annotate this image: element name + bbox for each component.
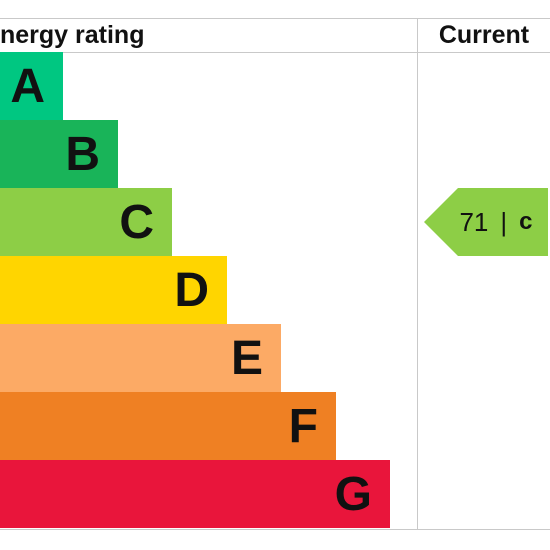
band-e: E [0,324,281,392]
current-header: Current [438,21,530,49]
band-a: A [0,52,63,120]
band-c: C [0,188,172,256]
top-border [0,18,550,19]
column-divider [417,18,418,529]
current-rating-indicator: 71 | c [424,188,548,256]
current-rating-band: c [519,208,533,235]
band-g: G [0,460,390,528]
band-d: D [0,256,227,324]
current-rating-separator: | [500,206,508,237]
current-rating-label: 71 | c [444,188,548,256]
band-b: B [0,120,118,188]
energy-rating-header: nergy rating [0,21,145,49]
band-f: F [0,392,336,460]
bottom-border [0,529,550,530]
arrow-shape [424,188,548,256]
header-divider [0,52,550,53]
current-rating-value: 71 [459,206,489,237]
